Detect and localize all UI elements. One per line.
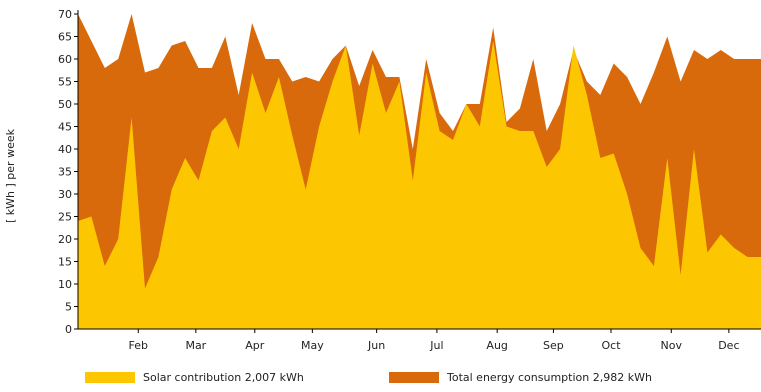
y-tick-label: 35 bbox=[58, 166, 72, 179]
x-tick-label-apr: Apr bbox=[245, 339, 265, 352]
y-tick-label: 65 bbox=[58, 31, 72, 44]
x-tick-label-nov: Nov bbox=[661, 339, 683, 352]
x-tick-label-may: May bbox=[301, 339, 324, 352]
area-series-1 bbox=[78, 41, 761, 329]
legend-swatch-solar bbox=[85, 372, 135, 383]
y-tick-label: 30 bbox=[58, 188, 72, 201]
chart-axes bbox=[77, 10, 761, 330]
y-tick-label: 20 bbox=[58, 233, 72, 246]
y-tick-label: 25 bbox=[58, 211, 72, 224]
y-tick-label: 55 bbox=[58, 76, 72, 89]
y-tick-label: 0 bbox=[65, 323, 72, 336]
legend-label-solar: Solar contribution 2,007 kWh bbox=[143, 371, 304, 384]
x-tick-label-aug: Aug bbox=[486, 339, 507, 352]
y-tick-label: 70 bbox=[58, 8, 72, 21]
y-tick-label: 5 bbox=[65, 301, 72, 314]
y-tick-label: 50 bbox=[58, 98, 72, 111]
chart-areas bbox=[78, 14, 761, 329]
x-tick-label-jul: Jul bbox=[429, 339, 443, 352]
y-tick-label: 45 bbox=[58, 121, 72, 134]
x-tick-label-dec: Dec bbox=[718, 339, 739, 352]
x-tick-label-sep: Sep bbox=[543, 339, 564, 352]
x-ticks: Feb Mar Apr May Jun Jul Aug Sep Oct Nov Dec bbox=[129, 329, 740, 352]
x-tick-label-jun: Jun bbox=[367, 339, 385, 352]
y-tick-label: 15 bbox=[58, 256, 72, 269]
x-tick-label-mar: Mar bbox=[185, 339, 206, 352]
x-tick-label-feb: Feb bbox=[129, 339, 148, 352]
legend-item-total: Total energy consumption 2,982 kWh bbox=[389, 371, 652, 384]
y-ticks: 0 5 10 15 20 25 30 35 40 45 50 55 60 65 70 bbox=[58, 8, 78, 336]
x-tick-label-oct: Oct bbox=[601, 339, 621, 352]
y-tick-label: 40 bbox=[58, 143, 72, 156]
y-tick-label: 60 bbox=[58, 53, 72, 66]
legend: Solar contribution 2,007 kWh Total energ… bbox=[0, 371, 761, 389]
y-tick-label: 10 bbox=[58, 278, 72, 291]
legend-swatch-total bbox=[389, 372, 439, 383]
legend-item-solar: Solar contribution 2,007 kWh bbox=[85, 371, 304, 384]
legend-label-total: Total energy consumption 2,982 kWh bbox=[447, 371, 652, 384]
y-axis-title: [ kWh ] per week bbox=[4, 128, 17, 223]
